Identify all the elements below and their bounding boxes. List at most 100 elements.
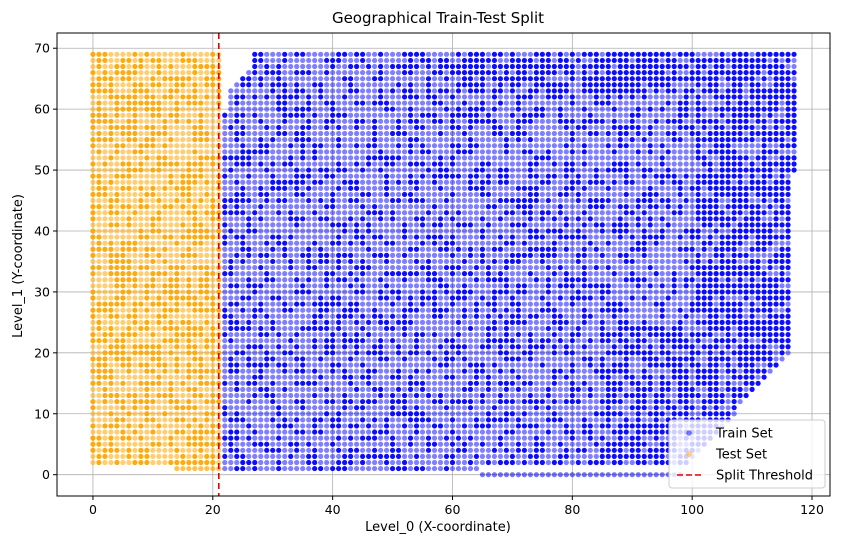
train-point xyxy=(504,198,509,203)
test-point xyxy=(132,411,137,416)
train-point xyxy=(468,356,473,361)
train-point xyxy=(384,119,389,124)
train-point xyxy=(282,375,287,380)
test-point xyxy=(144,119,149,124)
test-point xyxy=(180,393,185,398)
train-point xyxy=(240,466,245,471)
train-point xyxy=(222,277,227,282)
test-point xyxy=(90,387,95,392)
train-point xyxy=(306,423,311,428)
train-point xyxy=(318,411,323,416)
train-point xyxy=(246,174,251,179)
train-point xyxy=(474,381,479,386)
train-point xyxy=(276,70,281,75)
train-point xyxy=(402,247,407,252)
train-point xyxy=(324,167,329,172)
train-point xyxy=(414,259,419,264)
train-point xyxy=(402,405,407,410)
train-point xyxy=(360,125,365,130)
train-point xyxy=(246,356,251,361)
test-point xyxy=(156,338,161,343)
train-point xyxy=(384,216,389,221)
train-point xyxy=(468,295,473,300)
train-point xyxy=(450,362,455,367)
test-point xyxy=(144,241,149,246)
test-point xyxy=(132,393,137,398)
test-point xyxy=(210,271,215,276)
train-point xyxy=(516,308,521,313)
train-point xyxy=(336,259,341,264)
test-point xyxy=(90,362,95,367)
train-point xyxy=(402,149,407,154)
train-point xyxy=(252,326,257,331)
test-point xyxy=(168,308,173,313)
train-point xyxy=(480,283,485,288)
train-point xyxy=(288,369,293,374)
train-point xyxy=(510,454,515,459)
train-point xyxy=(240,356,245,361)
train-point xyxy=(222,186,227,191)
train-point xyxy=(342,204,347,209)
train-point xyxy=(432,466,437,471)
test-point xyxy=(90,186,95,191)
test-point xyxy=(120,289,125,294)
test-point xyxy=(120,131,125,136)
train-point xyxy=(474,180,479,185)
test-point xyxy=(114,265,119,270)
test-point xyxy=(174,332,179,337)
train-point xyxy=(462,198,467,203)
test-point xyxy=(102,64,107,69)
train-point xyxy=(450,247,455,252)
train-point xyxy=(414,344,419,349)
test-point xyxy=(186,356,191,361)
train-point xyxy=(504,265,509,270)
test-point xyxy=(168,301,173,306)
train-point xyxy=(318,125,323,130)
train-point xyxy=(390,423,395,428)
train-point xyxy=(390,131,395,136)
test-point xyxy=(186,253,191,258)
train-point xyxy=(462,174,467,179)
test-point xyxy=(96,405,101,410)
train-point xyxy=(222,350,227,355)
train-point xyxy=(432,155,437,160)
test-point xyxy=(144,308,149,313)
test-point xyxy=(132,82,137,87)
train-point xyxy=(282,216,287,221)
train-point xyxy=(510,314,515,319)
test-point xyxy=(198,277,203,282)
train-point xyxy=(480,387,485,392)
train-point xyxy=(330,429,335,434)
train-point xyxy=(468,393,473,398)
train-point xyxy=(288,283,293,288)
test-point xyxy=(150,301,155,306)
test-point xyxy=(210,314,215,319)
train-point xyxy=(270,393,275,398)
train-point xyxy=(396,314,401,319)
train-point xyxy=(498,295,503,300)
test-point xyxy=(180,454,185,459)
train-point xyxy=(450,283,455,288)
train-point xyxy=(246,332,251,337)
train-point xyxy=(402,423,407,428)
test-point xyxy=(120,58,125,63)
test-point xyxy=(90,289,95,294)
test-point xyxy=(96,210,101,215)
train-point xyxy=(408,94,413,99)
test-point xyxy=(168,204,173,209)
train-point xyxy=(498,222,503,227)
train-point xyxy=(510,259,515,264)
train-point xyxy=(300,204,305,209)
test-point xyxy=(102,137,107,142)
train-point xyxy=(234,192,239,197)
train-point xyxy=(294,137,299,142)
train-point xyxy=(348,149,353,154)
train-point xyxy=(516,399,521,404)
test-point xyxy=(180,295,185,300)
train-point xyxy=(348,88,353,93)
test-point xyxy=(126,131,131,136)
train-point xyxy=(258,362,263,367)
train-point xyxy=(414,369,419,374)
test-point xyxy=(156,362,161,367)
train-point xyxy=(444,234,449,239)
